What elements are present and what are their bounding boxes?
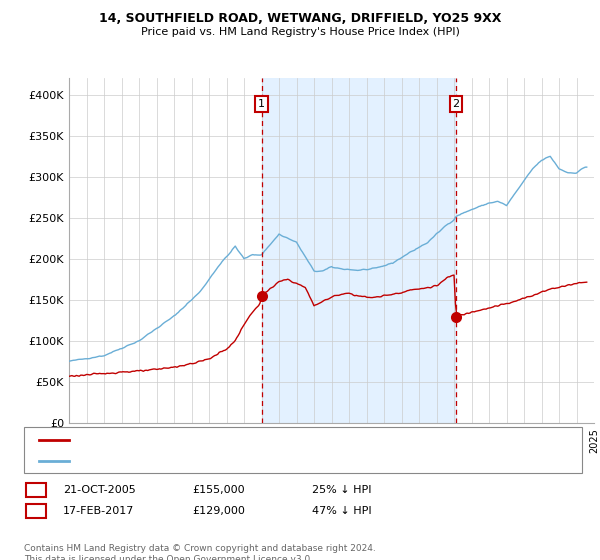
Text: 2: 2	[32, 506, 40, 516]
Text: 14, SOUTHFIELD ROAD, WETWANG, DRIFFIELD, YO25 9XX: 14, SOUTHFIELD ROAD, WETWANG, DRIFFIELD,…	[99, 12, 501, 25]
Text: 21-OCT-2005: 21-OCT-2005	[63, 485, 136, 495]
Text: HPI: Average price, detached house, East Riding of Yorkshire: HPI: Average price, detached house, East…	[75, 456, 391, 466]
Text: Price paid vs. HM Land Registry's House Price Index (HPI): Price paid vs. HM Land Registry's House …	[140, 27, 460, 37]
Bar	[262, 78, 456, 423]
Text: £155,000: £155,000	[192, 485, 245, 495]
Text: 14, SOUTHFIELD ROAD, WETWANG, DRIFFIELD, YO25 9XX (detached house): 14, SOUTHFIELD ROAD, WETWANG, DRIFFIELD,…	[75, 435, 469, 445]
Text: £129,000: £129,000	[192, 506, 245, 516]
Text: 2: 2	[452, 99, 460, 109]
Text: 17-FEB-2017: 17-FEB-2017	[63, 506, 134, 516]
Text: Contains HM Land Registry data © Crown copyright and database right 2024.
This d: Contains HM Land Registry data © Crown c…	[24, 544, 376, 560]
Text: 25% ↓ HPI: 25% ↓ HPI	[312, 485, 371, 495]
Text: 1: 1	[258, 99, 265, 109]
Text: 47% ↓ HPI: 47% ↓ HPI	[312, 506, 371, 516]
Text: 1: 1	[32, 485, 40, 495]
